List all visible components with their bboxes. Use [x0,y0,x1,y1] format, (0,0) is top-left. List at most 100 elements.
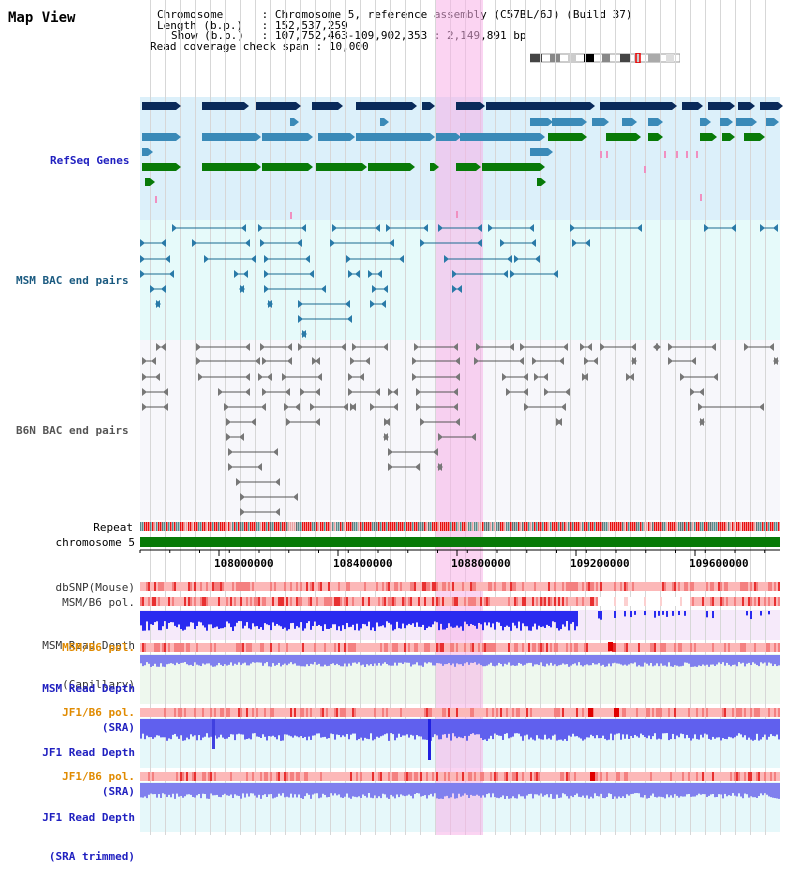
gene-arrow [256,163,261,171]
gene-arrow [658,133,663,141]
grid-line [675,0,676,835]
gene-arrow [752,118,757,126]
gene-glyph [700,118,706,126]
grid-line [600,0,601,835]
gene-tick [456,211,458,218]
gene-glyph [486,102,590,110]
gene-arrow [430,133,435,141]
gene-glyph [262,133,308,141]
gene-arrow [750,102,755,110]
gene-glyph [316,163,362,171]
gene-arrow [730,102,735,110]
grid-line [435,0,436,835]
gene-glyph [622,118,632,126]
gene-arrow [636,133,641,141]
gene-glyph [766,118,774,126]
gene-arrow [308,163,313,171]
track-label-refseq[interactable]: RefSeq Genes [50,154,130,167]
polymorphism-glyphs [140,582,780,781]
track-label-msm-bac[interactable]: MSM BAC end pairs [16,274,129,287]
track-label-dbsnp[interactable]: dbSNP(Mouse) [55,581,135,594]
gene-arrow [176,163,181,171]
depth-spike [428,719,431,760]
gene-glyph [436,133,456,141]
span-value: 10,000 [328,39,369,53]
gene-glyph [256,102,296,110]
gene-arrow [541,178,546,186]
length-value: 152,537,259 [274,18,348,32]
gene-tick [700,194,702,201]
grid-line [660,0,661,835]
gene-arrow [590,102,595,110]
gene-arrow [778,102,783,110]
b6n-bac-glyphs [142,343,779,516]
gene-arrow [176,102,181,110]
gene-glyph [430,163,434,171]
gene-glyph [648,118,658,126]
grid-line [165,0,166,835]
gene-glyph [142,133,176,141]
gene-glyph [600,102,672,110]
gene-arrow [350,133,355,141]
gene-glyph [482,163,540,171]
gene-glyph [722,133,730,141]
gene-glyph [262,163,308,171]
grid-line [390,0,391,835]
track-label-chromosome[interactable]: chromosome 5 [55,536,135,549]
gene-glyph [760,102,778,110]
gene-tick [290,212,292,219]
gene-arrow [582,118,587,126]
grid-line [360,0,361,835]
gene-tick [606,151,608,158]
gene-arrow [728,118,733,126]
axis-tick-label: 109200000 [570,557,630,570]
gene-arrow [632,118,637,126]
chromosome-bar [140,537,780,547]
grid-line [720,0,721,835]
gene-glyph [142,102,176,110]
track-label-msm-depth-cap[interactable]: MSM Read Depth (Capillary) [42,639,135,691]
gene-arrow [730,133,735,141]
gene-arrow [294,118,299,126]
gene-glyph [648,133,658,141]
gene-arrow [658,118,663,126]
gene-arrow [548,118,553,126]
gene-glyph [682,102,698,110]
gene-arrow [176,133,181,141]
gene-glyph [744,133,760,141]
grid-line [570,0,571,835]
gene-glyph [738,102,750,110]
gene-glyph [537,178,541,186]
gene-arrow [338,102,343,110]
grid-line [690,0,691,835]
track-label-jf1-depth[interactable]: JF1 Read Depth (SRA) [42,746,135,798]
track-label-msm-pol-2[interactable]: MSM/B6 pol. [62,641,135,654]
track-label-b6n-bac[interactable]: B6N BAC end pairs [16,424,129,437]
grid-line [765,0,766,835]
gene-glyph [456,102,480,110]
track-label-repeat[interactable]: Repeat [93,521,133,534]
gene-glyph [380,118,384,126]
track-label-jf1-pol-2[interactable]: JF1/B6 pol. [62,770,135,783]
grid-line [555,0,556,835]
gene-glyph [142,148,148,156]
grid-line [225,0,226,835]
track-label-jf1-depth-trimmed[interactable]: JF1 Read Depth (SRA trimmed) [42,811,135,863]
track-label-jf1-pol-1[interactable]: JF1/B6 pol. [62,706,135,719]
gene-glyph [456,163,476,171]
gene-tick [600,151,602,158]
grid-line [315,0,316,835]
gene-glyph [422,102,430,110]
grid-line [300,0,301,835]
track-label-msm-depth-sra[interactable]: MSM Read Depth (SRA) [42,682,135,734]
track-graphics [139,102,783,799]
length-key: Length (b.p.) [157,18,244,32]
gene-glyph [736,118,752,126]
gene-glyph [356,102,412,110]
gene-arrow [540,163,545,171]
gene-arrow [774,118,779,126]
info-panel: Chromosome : Chromosome 5, reference ass… [150,8,633,53]
track-label-msm-pol-1[interactable]: MSM/B6 pol. [62,596,135,609]
gene-arrow [362,163,367,171]
gene-glyph [312,102,338,110]
